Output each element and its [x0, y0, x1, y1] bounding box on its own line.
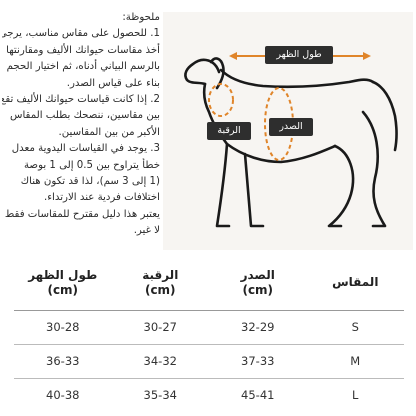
note-line: أخذ مقاسات حيوانك الأليف ومقارنتها	[6, 44, 160, 56]
note-line: بناء على قياس الصدر.	[66, 77, 160, 89]
header-neck-label: الرقبة	[142, 267, 179, 282]
cell-back-length: 30-28	[14, 310, 112, 345]
size-notes: ملحوظة: 1. للحصول على مقاس مناسب، يرجى أ…	[2, 10, 160, 240]
header-chest: الصدر (cm)	[209, 256, 307, 311]
header-chest-label: الصدر	[240, 267, 275, 282]
header-unit: (cm)	[47, 282, 79, 297]
note-line: بالرسم البياني أدناه، ثم اختيار الحجم	[6, 61, 160, 73]
note-line: (1 إلى 3 سم)، لذا قد تكون هناك	[20, 176, 160, 188]
chest-label: الصدر	[269, 118, 313, 136]
header-size: المقاس	[306, 256, 404, 311]
note-line: 3. يوجد في القياسات اليدوية معدل	[11, 143, 160, 155]
header-neck: الرقبة (cm)	[111, 256, 209, 311]
header-unit: (cm)	[242, 282, 274, 297]
note-line: خطأ يتراوح بين 0.5 إلى 1 بوصة	[23, 159, 160, 171]
dog-measurement-diagram: طول الظهر الرقبة الصدر	[163, 12, 413, 250]
note-line: بين مقاسين، ننصحك بطلب المقاس	[10, 110, 160, 122]
cell-chest: 37-33	[209, 344, 307, 379]
cell-chest: 45-41	[241, 388, 275, 403]
header-back-length-label: طول الظهر	[28, 267, 98, 282]
size-chart-table: طول الظهر (cm) الرقبة (cm) الصدر (cm) ال…	[14, 256, 404, 412]
cell-size: M	[306, 344, 404, 379]
cell-back-length: 40-38	[46, 388, 80, 403]
neck-measure-loop	[208, 83, 234, 117]
header-size-label: المقاس	[332, 275, 379, 290]
note-line: الأكبر من بين المقاسين.	[58, 126, 160, 138]
note-line: 1. للحصول على مقاس مناسب، يرجى	[2, 28, 160, 40]
dog-outline	[184, 57, 398, 228]
dog-illustration	[184, 52, 398, 228]
back-length-label: طول الظهر	[265, 46, 333, 64]
note-line: لا غير.	[133, 225, 160, 237]
cell-size: L	[352, 388, 359, 403]
neck-label: الرقبة	[207, 122, 251, 140]
note-line: 2. إذا كانت قياسات حيوانك الأليف تقع	[2, 94, 160, 106]
header-unit: (cm)	[144, 282, 176, 297]
cell-size: S	[306, 310, 404, 345]
notes-heading: ملحوظة:	[122, 12, 160, 23]
note-line: اختلافات فردية عند الارتداء.	[44, 192, 160, 204]
cell-back-length: 36-33	[14, 344, 112, 379]
table-row: 40-38 35-34 45-41 L	[14, 378, 404, 412]
table-header-row: طول الظهر (cm) الرقبة (cm) الصدر (cm) ال…	[14, 256, 404, 311]
cell-neck: 30-27	[111, 310, 209, 345]
cell-neck: 35-34	[143, 388, 177, 403]
cell-chest: 32-29	[209, 310, 307, 345]
table-row: 30-28 30-27 32-29 S	[14, 310, 404, 345]
note-line: يعتبر هذا دليل مقترح للمقاسات فقط	[4, 208, 160, 220]
header-back-length: طول الظهر (cm)	[14, 256, 112, 311]
cell-neck: 34-32	[111, 344, 209, 379]
table-row: 36-33 34-32 37-33 M	[14, 344, 404, 379]
